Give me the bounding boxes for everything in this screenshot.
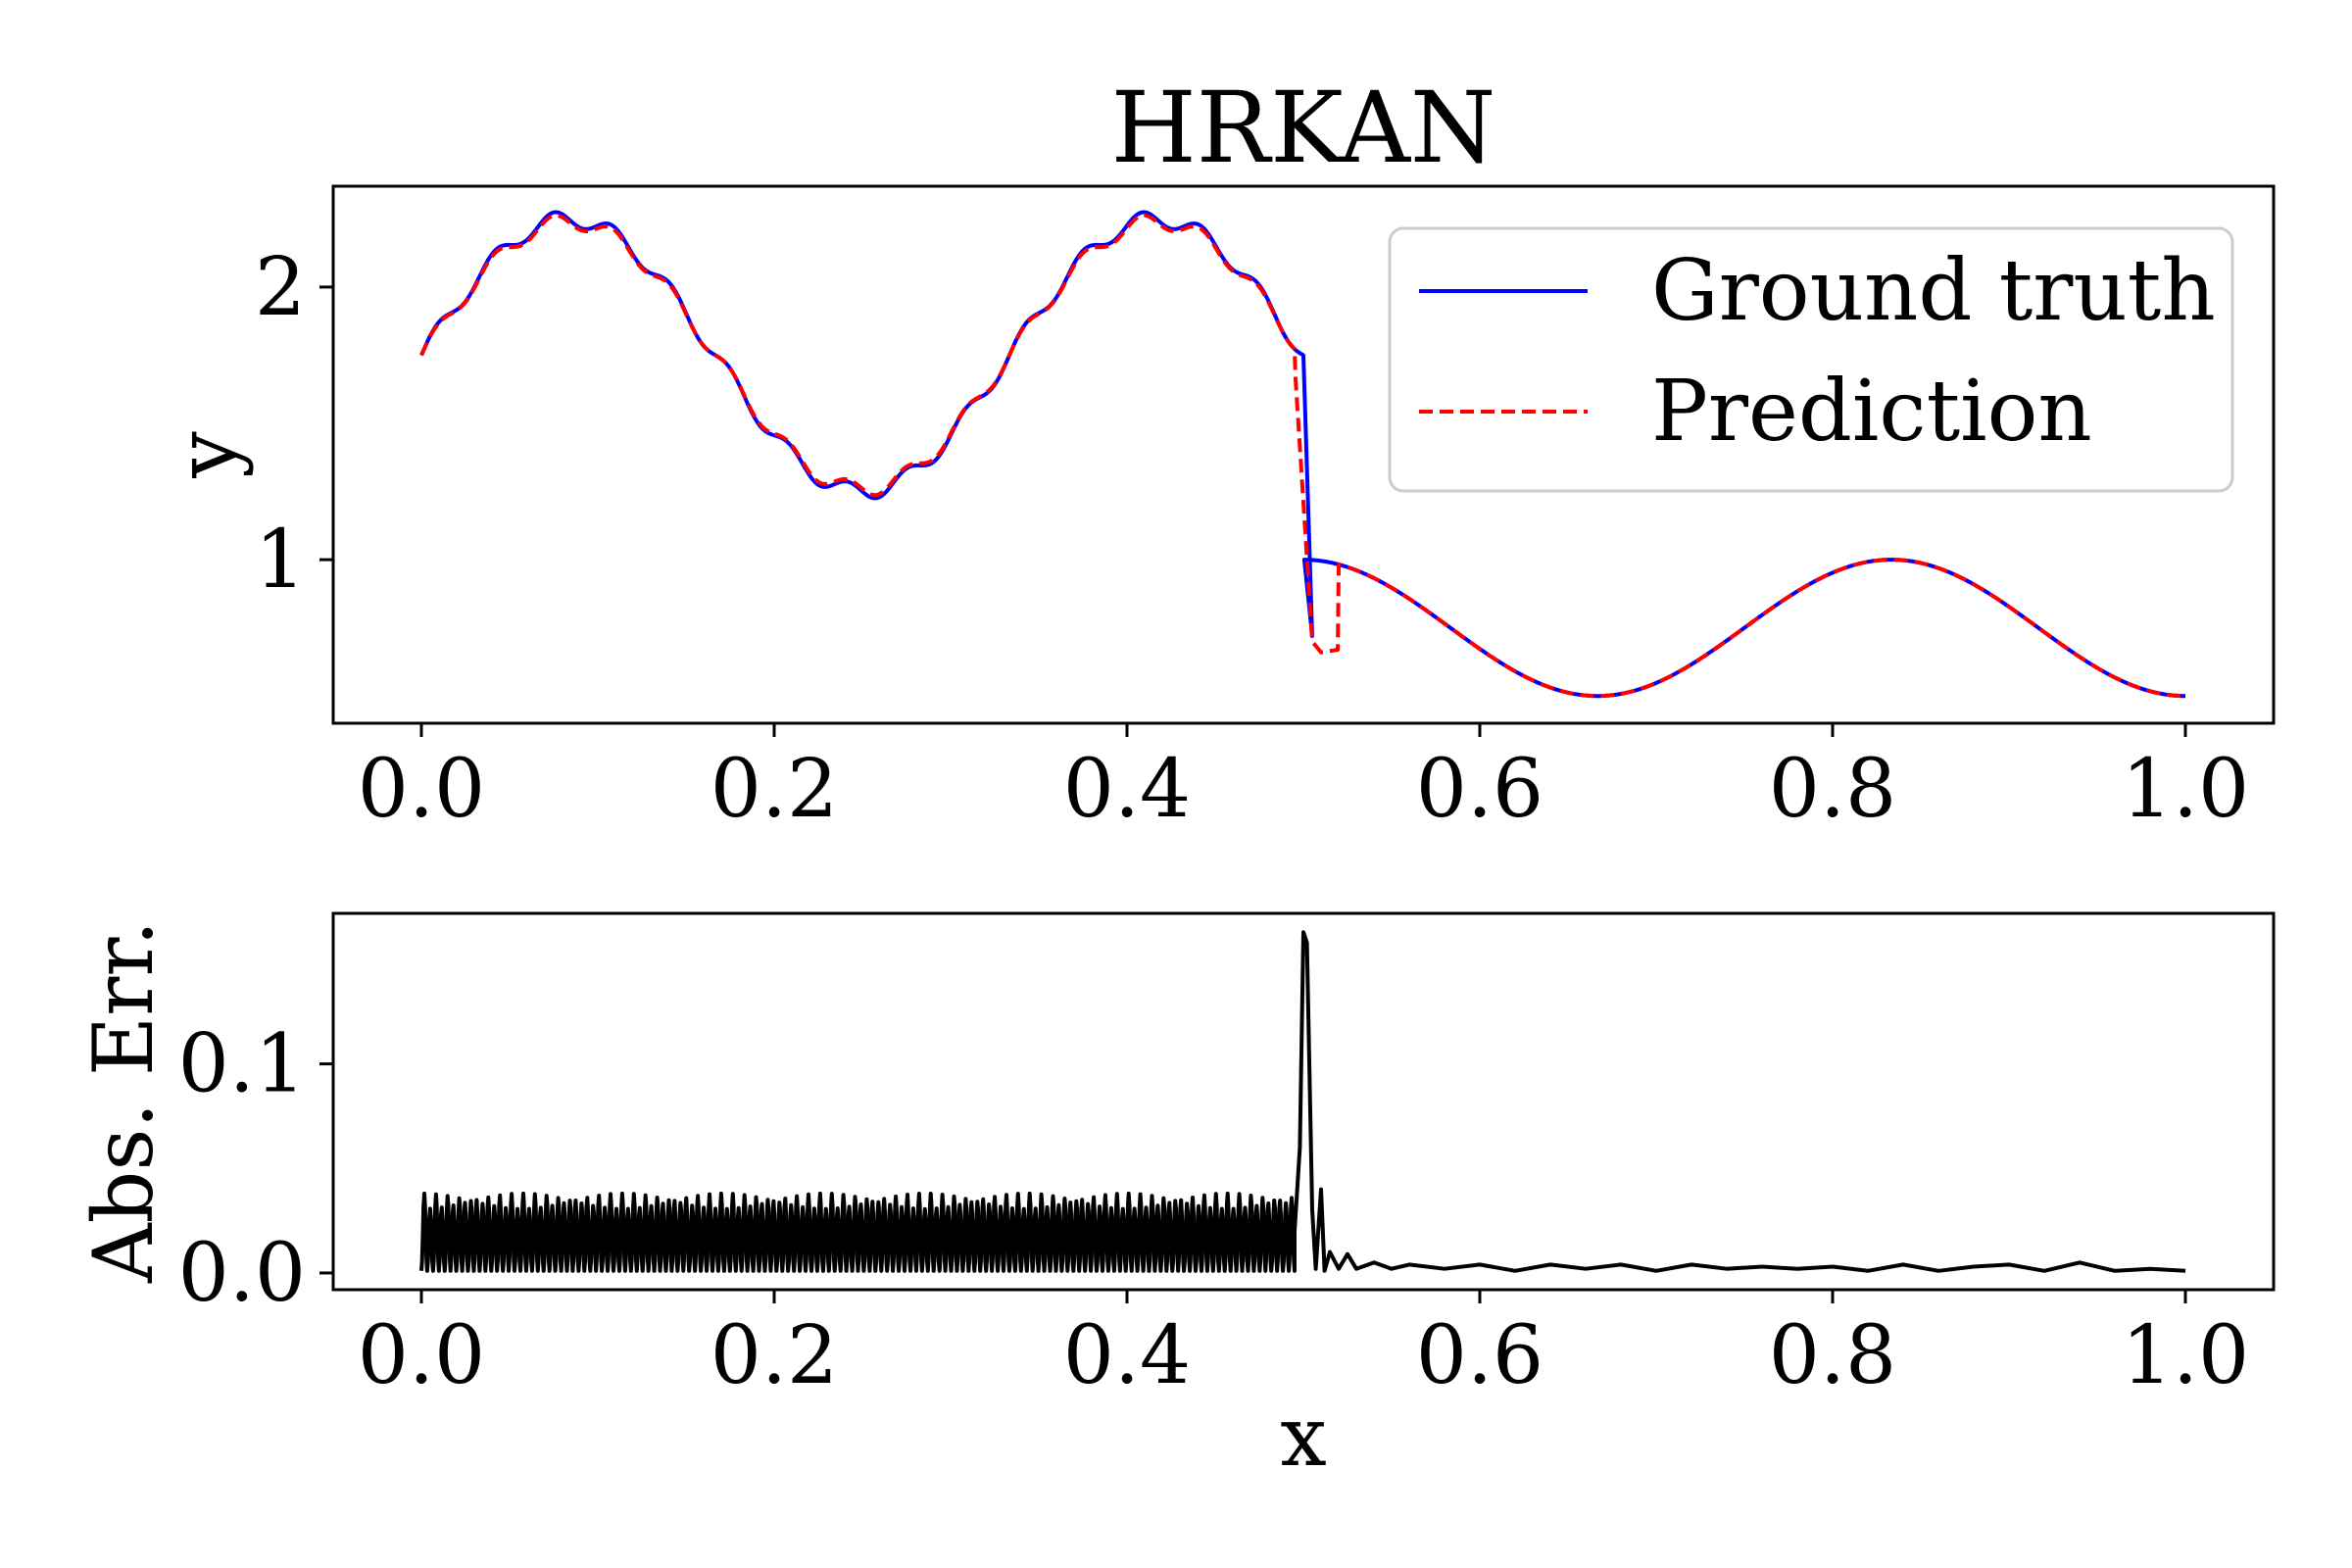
- bottom-x-tick-label: 0.4: [1063, 1309, 1191, 1402]
- chart-title: HRKAN: [1111, 71, 1496, 185]
- bottom-x-tick-label: 0.2: [710, 1309, 838, 1402]
- bottom-x-tick-label: 1.0: [2122, 1309, 2249, 1402]
- top-panel: y 0.0 0.2 0.4 0.6 0.8 1.0 12 Ground truth Pre…: [159, 184, 2276, 836]
- legend-label-prediction: Prediction: [1651, 363, 2092, 461]
- top-x-tick-label: 0.8: [1769, 743, 1896, 836]
- bottom-x-tick-label: 0.0: [358, 1309, 485, 1402]
- bottom-x-tick-label: 0.6: [1416, 1309, 1544, 1402]
- legend-box: [1388, 226, 2234, 493]
- bottom-y-tick-label: 0.1: [178, 1018, 306, 1111]
- top-series-line-prediction: [419, 213, 2187, 699]
- top-y-tick-label: 2: [255, 241, 306, 334]
- top-plot-frame: [331, 184, 2276, 725]
- bottom-x-tick-label: 0.8: [1769, 1309, 1896, 1402]
- top-x-tick-label: 0.4: [1063, 743, 1191, 836]
- bottom-panel: Abs. Err. x 0.0 0.2 0.4 0.6 0.8 1.0 0.0 0.1: [75, 911, 2276, 1485]
- top-series-lines: [419, 210, 2187, 699]
- bottom-series-line-abs-error: [419, 930, 2186, 1273]
- legend-label-ground-truth: Ground truth: [1651, 242, 2216, 340]
- bottom-x-axis-title: x: [1280, 1389, 1326, 1485]
- bottom-plot-frame: [331, 911, 2276, 1292]
- top-x-tick-label: 0.6: [1416, 743, 1544, 836]
- bottom-y-axis: 0.0 0.1: [178, 1018, 333, 1320]
- top-x-tick-label: 0.2: [710, 743, 838, 836]
- bottom-x-axis: 0.0 0.2 0.4 0.6 0.8 1.0: [358, 1290, 2249, 1402]
- top-x-tick-label: 0.0: [358, 743, 485, 836]
- bottom-y-axis-title: Abs. Err.: [75, 920, 172, 1284]
- top-x-tick-label: 1.0: [2122, 743, 2249, 836]
- top-y-tick-label: 1: [255, 514, 306, 607]
- top-y-axis-title: y: [159, 431, 255, 479]
- top-y-axis: 12: [255, 241, 333, 607]
- legend: Ground truth Prediction: [1388, 226, 2234, 493]
- top-x-axis: 0.0 0.2 0.4 0.6 0.8 1.0: [358, 723, 2249, 836]
- bottom-series-lines: [419, 930, 2186, 1273]
- bottom-y-tick-label: 0.0: [178, 1227, 306, 1320]
